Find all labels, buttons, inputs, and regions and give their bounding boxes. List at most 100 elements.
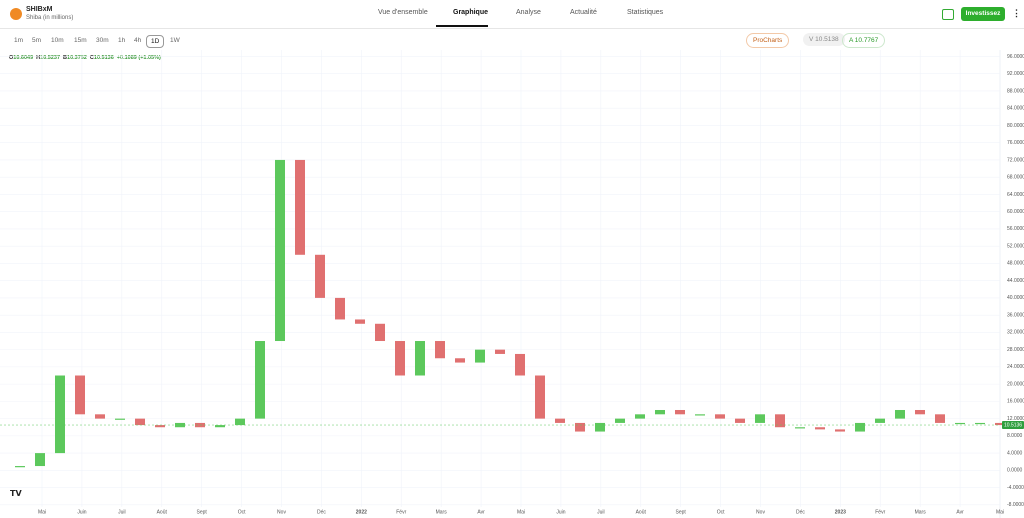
procharts-button[interactable]: ProCharts (746, 33, 790, 48)
candle (675, 409, 685, 415)
x-tick-label: Déc (796, 509, 805, 515)
ohlc-key: H (36, 55, 41, 61)
x-tick-label: 2022 (356, 509, 367, 515)
timeframe-button[interactable]: 30m (96, 37, 109, 44)
timeframe-button[interactable]: 5m (32, 37, 42, 44)
x-tick-label: Juin (77, 509, 86, 515)
y-tick-label: 88.0000 (1007, 88, 1024, 94)
timeframe-button[interactable]: 1W (170, 37, 180, 44)
y-tick-label: 20.0000 (1007, 381, 1024, 387)
candle (595, 422, 605, 432)
candle (715, 414, 725, 419)
y-tick-label: 80.0000 (1007, 123, 1024, 129)
candle (655, 409, 665, 415)
timeframe-button[interactable]: 1m (14, 37, 24, 44)
timeframe-button[interactable]: 4h (134, 37, 142, 44)
timeframe-button[interactable]: 10m (51, 37, 64, 44)
candle (495, 349, 505, 354)
y-tick-label: 84.0000 (1007, 106, 1024, 112)
ohlc-change: +0.1089 (+1.05%) (116, 55, 161, 61)
y-tick-label: 16.0000 (1007, 399, 1024, 405)
x-tick-label: Juil (118, 509, 126, 515)
candle (315, 254, 325, 298)
ohlc-value: 10.5136 (93, 55, 114, 61)
x-tick-label: Avr (477, 509, 485, 515)
nav-tab[interactable]: Actualité (570, 9, 597, 16)
candle (455, 358, 465, 363)
candle (735, 418, 745, 423)
candle (475, 349, 485, 363)
timeframe-button[interactable]: 1D (146, 35, 165, 48)
instrument-name: Shiba (in millions) (26, 15, 74, 21)
candle (555, 418, 565, 423)
candle (75, 375, 85, 415)
y-tick-label: 36.0000 (1007, 312, 1024, 318)
x-tick-label: Nov (277, 509, 286, 515)
nav-tab[interactable]: Statistiques (627, 9, 664, 16)
nav-tab[interactable]: Graphique (453, 9, 489, 16)
candle (415, 341, 425, 376)
buy-price[interactable]: A 10.7767 (842, 33, 886, 48)
sell-price[interactable]: V 10.5138 (803, 33, 845, 46)
candle (55, 375, 65, 454)
x-tick-label: Sept (197, 509, 208, 515)
x-tick-label: Mars (915, 509, 927, 515)
y-tick-label: 96.0000 (1007, 54, 1024, 60)
nav-tab[interactable]: Analyse (516, 9, 541, 16)
y-tick-label: 72.0000 (1007, 157, 1024, 163)
x-tick-label: Août (157, 509, 168, 515)
candle (235, 418, 245, 426)
ohlc-key: O (9, 55, 14, 61)
candle (15, 466, 25, 468)
price-tag-label: 10.5136 (1004, 422, 1022, 428)
timeframe-button[interactable]: 15m (74, 37, 87, 44)
x-tick-label: Févr (396, 509, 406, 515)
candle (155, 425, 165, 428)
x-tick-label: Mars (436, 509, 448, 515)
x-tick-label: Mai (38, 509, 46, 515)
y-tick-label: 48.0000 (1007, 261, 1024, 267)
candle (215, 425, 225, 428)
x-tick-label: 2023 (835, 509, 846, 515)
nav-tab[interactable]: Vue d'ensemble (378, 9, 428, 16)
candle (255, 341, 265, 419)
ohlc-key: B (63, 55, 68, 61)
ohlc-value: 10.3752 (67, 55, 87, 61)
x-tick-label: Août (636, 509, 647, 515)
candle (695, 414, 705, 416)
candle (515, 353, 525, 376)
candle (615, 418, 625, 423)
ohlc-value: 10.5237 (40, 55, 61, 61)
y-tick-label: 4.0000 (1007, 450, 1023, 456)
symbol: SHIBxM (26, 6, 53, 13)
x-tick-label: Févr (875, 509, 885, 515)
x-tick-label: Nov (756, 509, 765, 515)
candle (335, 297, 345, 320)
logo (10, 8, 22, 20)
y-tick-label: 28.0000 (1007, 347, 1024, 353)
candle (535, 375, 545, 419)
candle (275, 159, 285, 342)
tab-underline (436, 25, 488, 27)
x-tick-label: Mai (996, 509, 1004, 515)
y-tick-label: 92.0000 (1007, 71, 1024, 77)
ohlc-item: O10.6049 (9, 55, 33, 61)
candle (915, 409, 925, 415)
candle (375, 323, 385, 342)
candle (395, 341, 405, 376)
ohlc-item: C10.5136 (90, 55, 114, 61)
invest-button[interactable]: Investissez (961, 7, 1005, 21)
tradingview-logo: 𝗧𝗩 (10, 489, 22, 498)
timeframe-button[interactable]: 1h (118, 37, 126, 44)
watchlist-icon[interactable] (942, 9, 954, 20)
candle (775, 414, 785, 428)
x-tick-label: Déc (317, 509, 326, 515)
candle (135, 418, 145, 426)
candle (895, 409, 905, 419)
y-tick-label: -8.0000 (1007, 502, 1024, 508)
candle (995, 422, 1005, 426)
more-menu[interactable]: ⋮ (1012, 8, 1021, 18)
x-tick-label: Oct (238, 509, 246, 515)
candle (755, 414, 765, 423)
y-tick-label: 12.0000 (1007, 416, 1024, 422)
